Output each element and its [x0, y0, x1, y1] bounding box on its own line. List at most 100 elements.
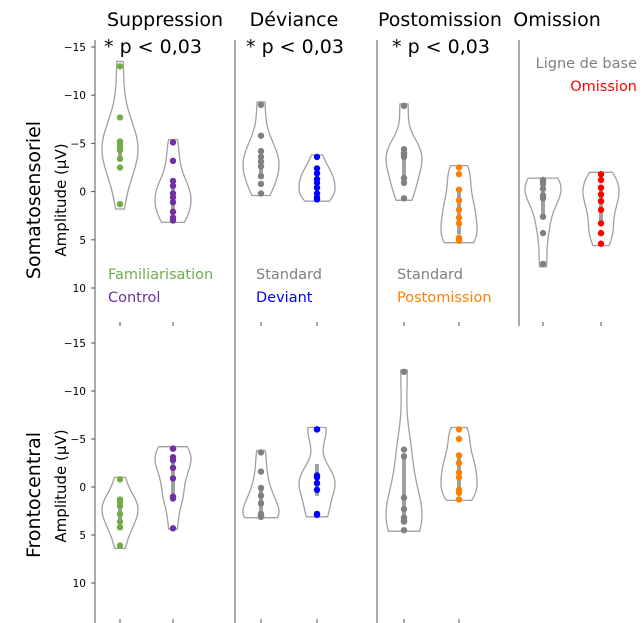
data-point-omission: [597, 184, 605, 191]
data-point-postomission: [455, 171, 463, 178]
data-point-standard: [257, 158, 265, 165]
data-point-postomission: [455, 214, 463, 221]
data-point-familiarisation: [116, 63, 124, 70]
data-point-ligne-de-base: [539, 195, 547, 202]
data-point-ligne-de-base: [539, 213, 547, 220]
data-point-deviant: [313, 184, 321, 191]
data-point-postomission: [455, 164, 463, 171]
violin-familiarisation: [101, 60, 139, 210]
data-point-familiarisation: [116, 503, 124, 510]
data-point-standard: [257, 484, 265, 492]
column-title-postomission: Postomission: [378, 9, 502, 31]
data-point-postomission: [455, 469, 463, 476]
data-point-standard: [257, 132, 265, 139]
panel-frame: [94, 40, 520, 623]
data-point-standard: [257, 153, 265, 161]
data-point-postomission: [455, 496, 463, 503]
data-point-postomission: [455, 459, 463, 467]
data-point-standard: [400, 527, 408, 534]
legend-entry-familiarisation: Familiarisation: [108, 267, 213, 283]
data-point-control: [169, 525, 177, 532]
row-label-frontocentral: Frontocentral: [23, 432, 45, 558]
data-point-control: [169, 217, 177, 224]
violin-standard: [385, 369, 423, 532]
violin-control: [154, 138, 192, 224]
significance-suppression: * p < 0,03: [104, 36, 202, 58]
data-point-omission: [597, 171, 605, 178]
data-point-postomission: [455, 452, 463, 459]
row-labels: Somatosensoriel Frontocentral Amplitude …: [23, 121, 70, 558]
data-point-standard: [257, 190, 265, 197]
y-tick-label: 10: [73, 578, 86, 590]
legend-entry-ligne-de-base: Ligne de base: [536, 56, 637, 72]
data-point-standard: [400, 505, 408, 513]
y-tick-label: −15: [64, 42, 86, 54]
data-point-ligne-de-base: [539, 229, 547, 237]
data-point-familiarisation: [116, 114, 124, 121]
violin-postomission: [440, 164, 478, 244]
data-point-deviant: [313, 480, 321, 487]
data-point-deviant: [313, 165, 321, 172]
violin-standard: [385, 103, 423, 201]
data-point-omission: [597, 191, 605, 198]
data-point-standard: [257, 101, 265, 109]
data-point-standard: [400, 179, 408, 187]
data-point-standard: [400, 195, 408, 202]
data-point-deviant: [313, 474, 321, 481]
column-titles: Suppression Déviance Postomission Omissi…: [104, 9, 601, 58]
column-title-deviance: Déviance: [250, 9, 339, 31]
y-tick-label: −10: [64, 90, 86, 102]
data-point-standard: [257, 163, 265, 170]
data-point-control: [169, 456, 177, 464]
data-point-deviant: [313, 153, 321, 161]
significance-postomission: * p < 0,03: [392, 36, 490, 58]
data-point-ligne-de-base: [539, 180, 547, 188]
row-label-somatosensoriel: Somatosensoriel: [23, 121, 45, 279]
data-point-familiarisation: [116, 164, 124, 171]
data-point-standard: [257, 468, 265, 475]
data-point-standard: [257, 500, 265, 507]
data-point-control: [169, 464, 177, 471]
data-point-deviant: [313, 511, 321, 518]
data-point-control: [169, 177, 177, 185]
data-point-standard: [400, 174, 408, 182]
data-point-control: [169, 194, 177, 201]
violin-control: [154, 446, 192, 530]
legend-entry-deviant: Deviant: [256, 290, 313, 306]
data-point-standard: [257, 449, 265, 456]
violin-omission: [582, 171, 620, 247]
legend-entry-control: Control: [108, 290, 160, 306]
data-point-control: [169, 475, 177, 482]
data-point-postomission: [455, 206, 463, 214]
y-ticks: −15 −10 −5 0 5 10 −15 −10 −5 0 5 10: [64, 42, 602, 623]
data-point-standard: [400, 453, 408, 460]
y-tick-label: 0: [79, 187, 86, 199]
data-point-deviant: [313, 486, 321, 494]
legend-entry-standard: Standard: [256, 267, 322, 283]
y-tick-label: 0: [79, 482, 86, 494]
data-point-familiarisation: [116, 518, 124, 525]
data-point-familiarisation: [116, 155, 124, 162]
y-axis-label-frontocentral: Amplitude (µV): [52, 429, 70, 542]
significance-deviance: * p < 0,03: [246, 36, 344, 58]
data-point-control: [169, 495, 177, 502]
data-point-control: [169, 157, 177, 164]
y-tick-label: 5: [79, 235, 86, 247]
data-points: [116, 63, 605, 549]
data-point-standard: [400, 494, 408, 501]
data-point-standard: [400, 368, 408, 375]
data-point-standard: [400, 518, 408, 525]
data-point-control: [169, 208, 177, 215]
violin-deviant: [298, 154, 336, 202]
data-point-familiarisation: [116, 542, 124, 549]
violin-familiarisation: [101, 476, 139, 550]
data-point-postomission: [455, 489, 463, 496]
data-point-ligne-de-base: [539, 185, 547, 192]
violin-standard: [242, 101, 280, 197]
data-point-postomission: [455, 237, 463, 244]
data-point-control: [169, 182, 177, 189]
legends: Familiarisation Control Standard Deviant Sta…: [108, 56, 637, 306]
data-point-standard: [257, 147, 265, 155]
data-point-postomission: [455, 474, 463, 481]
